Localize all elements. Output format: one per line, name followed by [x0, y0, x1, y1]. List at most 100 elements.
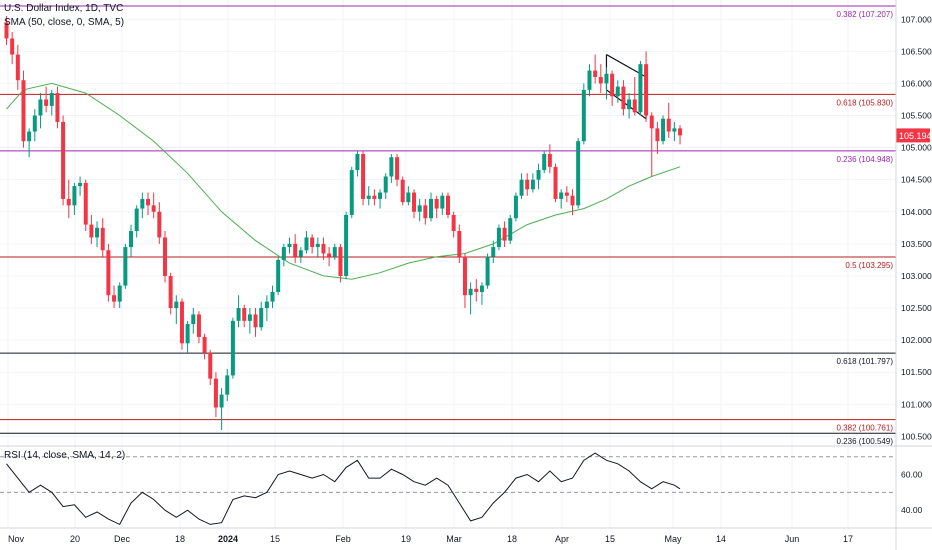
candle: [547, 144, 552, 174]
candle-body: [485, 256, 490, 286]
candle: [298, 247, 303, 264]
candle: [293, 234, 298, 264]
candle: [168, 272, 173, 315]
candle: [123, 243, 128, 289]
candle: [32, 109, 37, 142]
candle: [485, 253, 490, 289]
candle-body: [179, 301, 184, 344]
candle-body: [530, 179, 535, 190]
candle-body: [355, 154, 360, 171]
time-tick-label: May: [664, 534, 682, 544]
rsi-title: RSI (14, close, SMA, 14, 2): [4, 450, 126, 461]
rsi-axis[interactable]: 60.00 40.00: [901, 470, 923, 516]
candle: [564, 186, 569, 203]
candle-body: [644, 64, 649, 116]
candle-body: [10, 38, 15, 55]
candle-body: [140, 198, 145, 209]
candle-body: [666, 118, 671, 132]
candle: [236, 295, 241, 328]
rsi-series-line: [6, 452, 681, 526]
time-axis[interactable]: Nov 20 Dec 18 2024 15 Feb 19 Mar 18 Apr 15 May 14 Jun 1…: [8, 534, 853, 544]
candle: [496, 224, 501, 251]
candle-body: [253, 314, 258, 328]
candle-body: [89, 224, 94, 238]
candle-body: [338, 247, 343, 276]
price-tick-label: 101.000: [901, 399, 932, 409]
time-tick-label: Dec: [114, 534, 131, 544]
price-tick-label: 107.000: [901, 14, 932, 24]
candle: [406, 186, 411, 206]
candle-body: [615, 86, 620, 97]
sma-legend[interactable]: SMA (50, close, 0, SMA, 5): [4, 17, 124, 28]
candle: [615, 80, 620, 103]
candle: [129, 224, 134, 257]
candle-body: [21, 80, 26, 142]
candle-body: [123, 247, 128, 286]
candle-body: [406, 192, 411, 203]
symbol-title: U.S. Dollar Index, 1D, TVC: [4, 3, 124, 14]
candle: [587, 64, 592, 97]
symbol-legend[interactable]: U.S. Dollar Index, 1D, TVC: [4, 3, 123, 14]
candle-body: [378, 192, 383, 199]
candle-body: [208, 352, 213, 379]
candle-body: [462, 256, 467, 296]
candle: [310, 234, 315, 254]
fib-label: 0.382 (107.207): [837, 10, 894, 19]
candle-body: [479, 285, 484, 292]
price-tick-label: 102.500: [901, 303, 932, 313]
candle: [468, 282, 473, 315]
price-axis[interactable]: 107.000 106.500 106.000 105.500 105.000 104.5…: [896, 14, 932, 441]
candle-body: [281, 247, 286, 260]
candle-body: [72, 186, 77, 206]
candle: [627, 93, 632, 119]
time-tick-label: 2024: [218, 534, 238, 544]
candle: [423, 198, 428, 225]
candle-body: [225, 375, 230, 395]
candle-body: [638, 64, 643, 113]
candle: [55, 86, 60, 129]
candle-body: [293, 243, 298, 257]
candle: [581, 83, 586, 145]
candle-body: [196, 314, 201, 337]
chart-grid: [0, 0, 896, 528]
candle: [372, 189, 377, 206]
price-tick-label: 102.000: [901, 335, 932, 345]
candle-body: [185, 324, 190, 344]
candle: [253, 308, 258, 337]
sma50-series-line: [6, 82, 681, 280]
candle: [242, 304, 247, 328]
candle: [151, 192, 156, 219]
time-tick-label: 15: [605, 534, 615, 544]
candle-body: [100, 227, 105, 251]
candle-body: [151, 205, 156, 212]
current-price-badge: [896, 128, 930, 143]
candle: [666, 102, 671, 138]
candle: [95, 221, 100, 248]
candle: [44, 86, 49, 113]
sma-line: [6, 82, 681, 280]
time-tick-label: Jun: [785, 534, 800, 544]
candle-body: [247, 314, 252, 321]
candle: [208, 349, 213, 386]
candle-body: [610, 73, 615, 97]
candle: [672, 121, 677, 142]
candle: [83, 179, 88, 232]
candle: [270, 285, 275, 309]
candle-body: [78, 182, 83, 187]
candle: [213, 372, 218, 418]
price-tick-label: 105.000: [901, 143, 932, 153]
candle-body: [593, 70, 598, 78]
price-tick-label: 101.500: [901, 367, 932, 377]
candle-body: [496, 227, 501, 248]
candle: [536, 163, 541, 190]
candle: [185, 320, 190, 353]
candle: [38, 93, 43, 129]
time-tick-label: 17: [843, 534, 853, 544]
rsi-tick-label: 40.00: [901, 505, 923, 515]
time-tick-label: 15: [270, 534, 280, 544]
rsi-legend[interactable]: RSI (14, close, SMA, 14, 2): [4, 450, 125, 461]
candle-body: [315, 243, 320, 248]
candle: [259, 301, 264, 331]
candle-body: [678, 128, 683, 136]
